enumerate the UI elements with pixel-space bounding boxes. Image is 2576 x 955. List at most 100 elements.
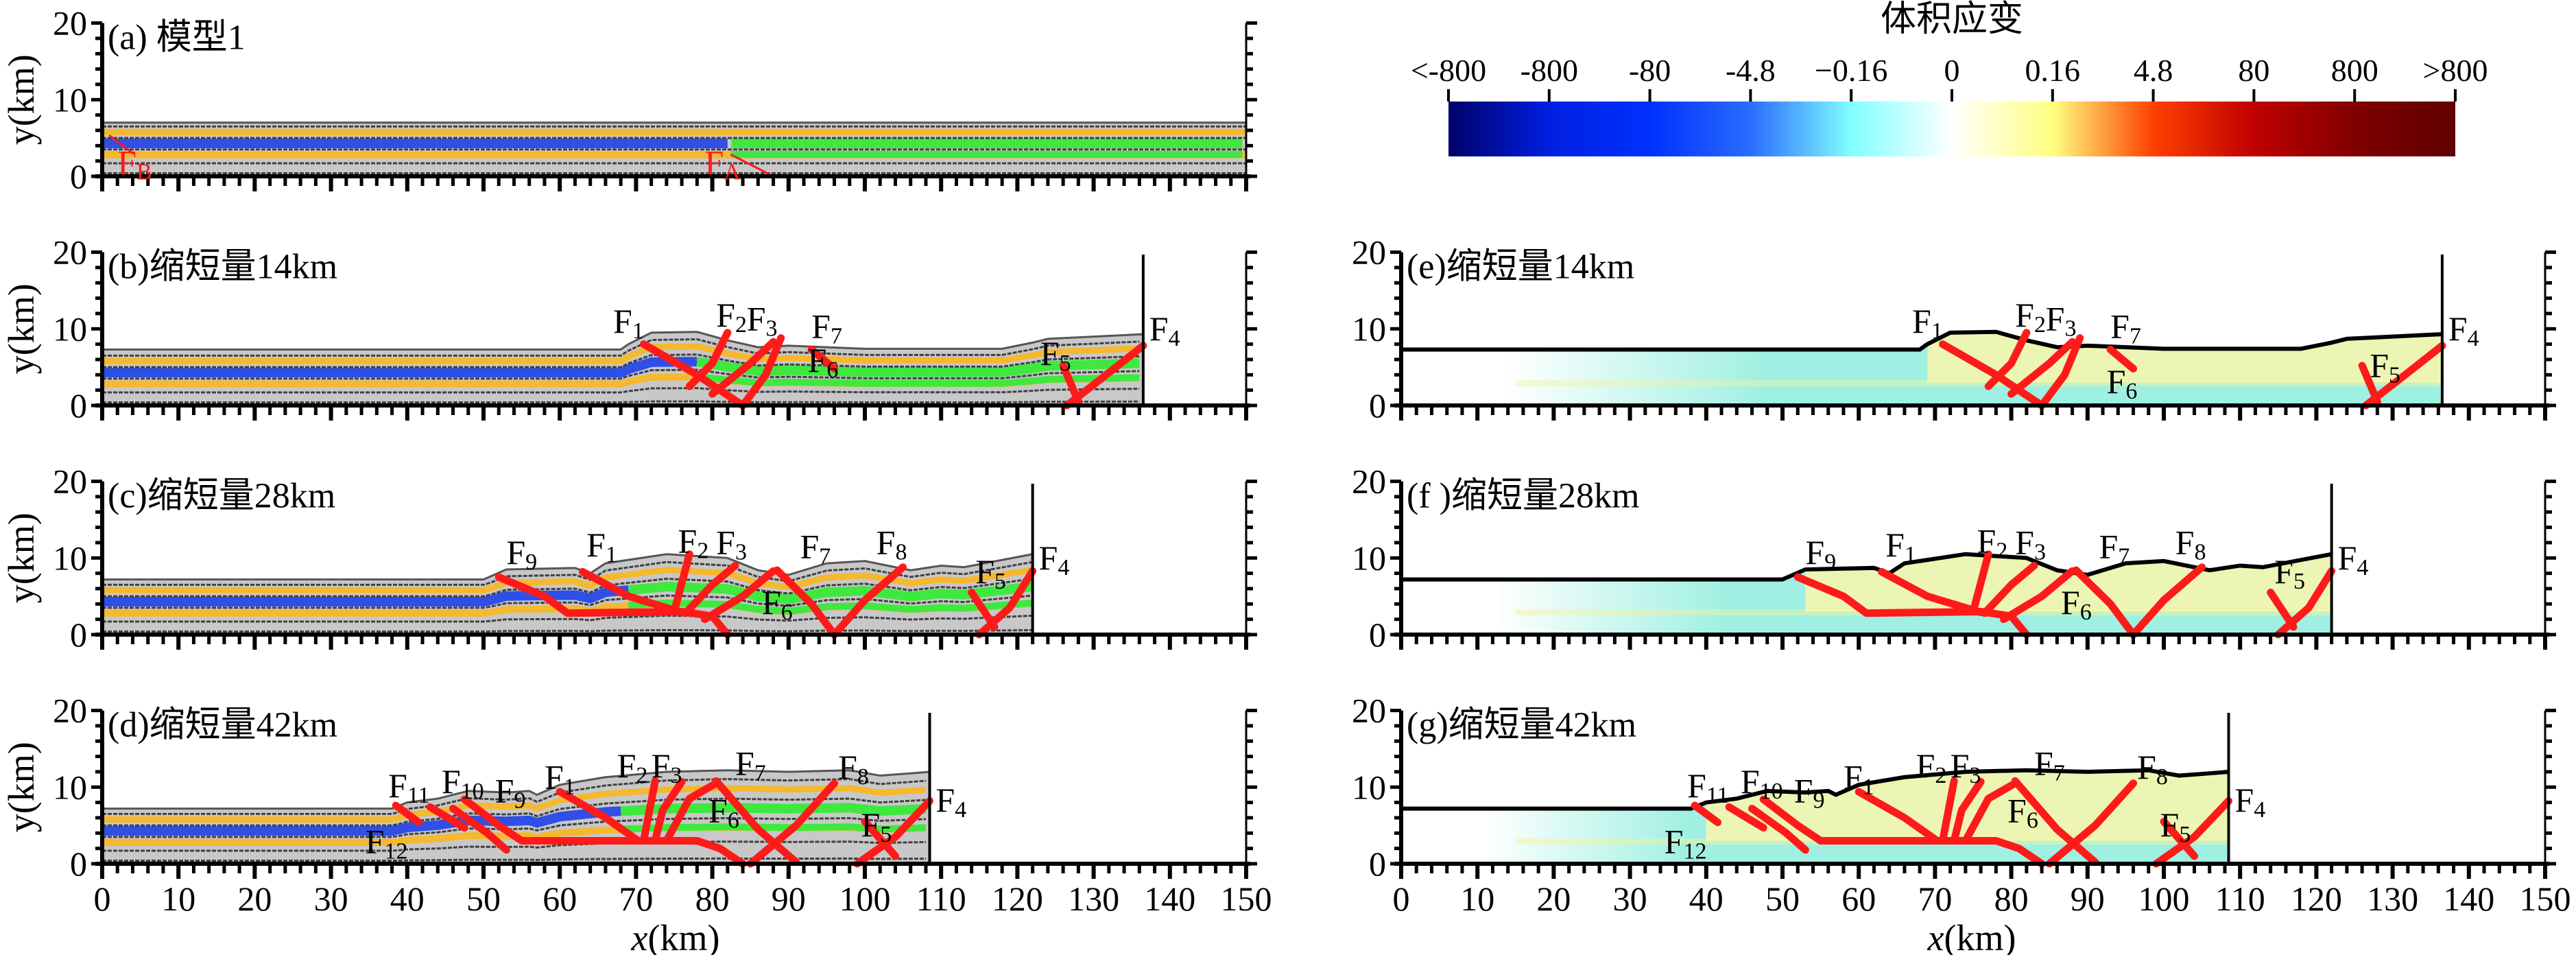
fault-trace xyxy=(1961,779,2019,845)
fault-label: F1 xyxy=(1844,758,1874,800)
y-tick-label: 0 xyxy=(1369,615,1386,654)
fault-label-main: F xyxy=(586,526,606,564)
fault-label-main: F xyxy=(2448,309,2468,348)
fault-label-main: F xyxy=(1916,746,1935,785)
fault-trace xyxy=(108,134,134,154)
surface-line xyxy=(1401,329,2443,352)
x-tick-label: 70 xyxy=(619,880,653,918)
fault-label-main: F xyxy=(811,307,831,346)
fault-trace xyxy=(2038,334,2084,410)
y-axis-title: y(km) xyxy=(1,283,42,374)
colorbar-tick-label: <-800 xyxy=(1411,53,1486,88)
x-tick-label: 30 xyxy=(314,880,348,918)
panel-title: (c)缩短量28km xyxy=(108,477,335,516)
fault-label-sub: 9 xyxy=(1813,788,1824,814)
stratum-layer xyxy=(102,840,926,852)
y-axis-title: y(km) xyxy=(1,512,42,603)
x-tick-label: 120 xyxy=(992,880,1043,918)
y-tick-label: 0 xyxy=(70,615,87,654)
fault-label-sub: 9 xyxy=(525,550,537,575)
fault-label-main: F xyxy=(838,748,857,786)
fault-label: FA xyxy=(704,143,741,185)
fault-trace xyxy=(663,779,720,845)
fault-label-sub: 3 xyxy=(2064,316,2076,342)
fault-label-sub: 3 xyxy=(2034,540,2046,565)
fault-label-sub: 3 xyxy=(735,540,747,565)
fault-trace xyxy=(700,567,778,624)
fault-label: F1 xyxy=(1885,526,1916,567)
colorbar-tick-label: >800 xyxy=(2423,53,2488,88)
fault-label: F6 xyxy=(808,341,839,383)
fault-label: F1 xyxy=(545,758,575,800)
fault-label: F8 xyxy=(876,523,907,565)
fault-trace xyxy=(975,567,1037,639)
fault-label-main: F xyxy=(935,781,955,819)
fault-label-main: F xyxy=(2274,552,2293,591)
fault-label: F8 xyxy=(838,748,869,790)
fault-label: F7 xyxy=(2110,307,2141,349)
x-axis-unit: (km) xyxy=(648,917,720,955)
fault-label-sub: A xyxy=(724,160,741,185)
fault-label: F2 xyxy=(2015,296,2046,338)
fault-label: F4 xyxy=(2234,781,2265,823)
colorbar-tick-label: 0 xyxy=(1944,53,1960,88)
y-tick-label: 20 xyxy=(53,233,87,272)
fault-trace xyxy=(773,566,839,639)
fault-label: F1 xyxy=(1912,302,1943,344)
fault-label-main: F xyxy=(1912,302,1931,340)
fault-trace xyxy=(1063,342,1147,410)
fault-trace xyxy=(2011,777,2099,866)
stratum-layer xyxy=(102,387,1140,394)
fault-trace xyxy=(1984,329,2031,390)
fault-label-sub: 7 xyxy=(2053,760,2065,786)
x-tick-label: 90 xyxy=(772,880,806,918)
x-tick-label: 50 xyxy=(1765,880,1800,918)
fault-label-sub: 2 xyxy=(2034,312,2046,338)
fault-label: F4 xyxy=(2338,539,2369,580)
stratum-layer xyxy=(102,343,1140,364)
fault-label-main: F xyxy=(388,766,407,805)
fault-label-sub: 2 xyxy=(1935,763,1946,788)
fault-trace xyxy=(1855,788,1939,843)
stratum-layer xyxy=(628,581,1033,604)
fault-trace xyxy=(712,777,800,866)
y-tick-label: 20 xyxy=(53,4,87,43)
fault-label: F5 xyxy=(2274,552,2305,594)
fault-label-main: F xyxy=(2160,805,2179,844)
fault-label-main: F xyxy=(2046,300,2065,338)
x-tick-label: 10 xyxy=(1460,880,1494,918)
fault-label: F7 xyxy=(800,527,831,569)
x-axis-title-left: x(km) xyxy=(631,917,720,955)
fault-label-sub: 1 xyxy=(606,542,617,567)
stratum-layer xyxy=(102,357,697,377)
stratum-layer xyxy=(102,400,1140,404)
fault-label-main: F xyxy=(545,758,564,797)
fault-label-sub: B xyxy=(136,160,152,185)
fault-trace xyxy=(682,561,739,617)
x-tick-label: 110 xyxy=(2215,880,2265,918)
fault-trace xyxy=(1793,573,2031,639)
fault-label: F8 xyxy=(2175,523,2206,565)
fault-label: F2 xyxy=(716,296,747,338)
fault-label: F1 xyxy=(613,302,644,344)
fault-trace xyxy=(708,338,778,398)
fault-trace xyxy=(807,345,839,373)
fault-label-main: F xyxy=(1039,539,1058,577)
fault-label-main: F xyxy=(117,143,136,182)
fault-label: F5 xyxy=(2370,346,2400,388)
fault-label-main: F xyxy=(1687,766,1706,805)
fault-label-main: F xyxy=(613,302,632,340)
stratum-layer xyxy=(102,338,1140,357)
fault-label-sub: 7 xyxy=(754,760,766,786)
fault-label-main: F xyxy=(2370,346,2389,385)
panel-title: (b)缩短量14km xyxy=(108,248,337,287)
fault-trace xyxy=(1969,550,1992,615)
fault-label-main: F xyxy=(1040,334,1060,373)
fault-label: F4 xyxy=(2448,309,2479,351)
fault-label-main: F xyxy=(1149,309,1169,348)
fault-label: F12 xyxy=(366,822,408,864)
fault-label-main: F xyxy=(747,300,766,338)
fault-label-main: F xyxy=(678,521,697,560)
